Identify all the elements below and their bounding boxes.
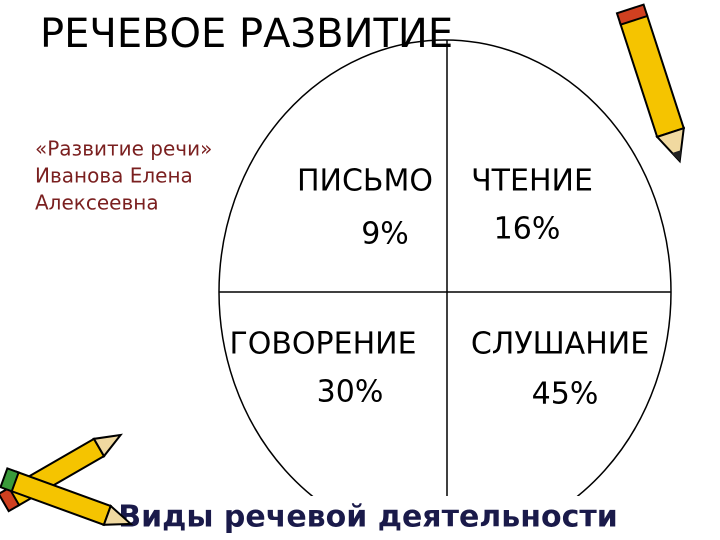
title: РЕЧЕВОЕ РАЗВИТИЕ (40, 11, 453, 57)
pencil-icon (0, 467, 134, 527)
quadrant-percent: 16% (494, 212, 561, 247)
quadrant-label: ЧТЕНИЕ (471, 164, 593, 199)
quadrant-label: ГОВОРЕНИЕ (229, 327, 416, 362)
pencil-icon (615, 3, 686, 164)
quadrant-percent: 30% (317, 375, 384, 410)
quadrant-percent: 9% (361, 217, 409, 252)
author-line: Алексеевна (35, 191, 159, 215)
quadrant-label: ПИСЬМО (297, 164, 433, 199)
author-line: Иванова Елена (35, 164, 193, 188)
author-line: «Развитие речи» (35, 137, 212, 161)
caption-bg (110, 496, 630, 540)
quadrant-percent: 45% (532, 377, 599, 412)
caption: Виды речевой деятельности (118, 500, 618, 535)
quadrant-label: СЛУШАНИЕ (471, 327, 649, 362)
